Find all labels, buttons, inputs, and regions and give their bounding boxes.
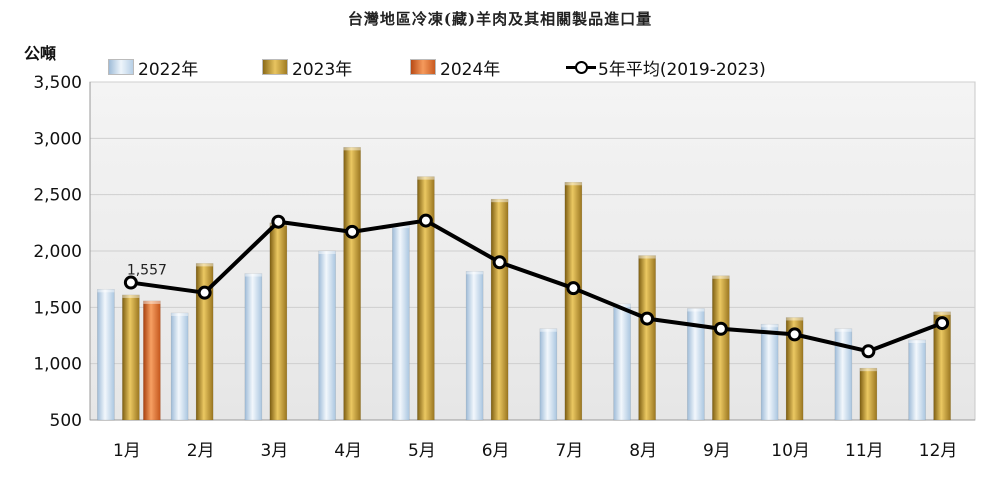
y-tick-label: 3,500 [33,73,82,93]
bar-top-highlight [638,255,656,259]
bar-2023年 [417,176,435,421]
y-axis-unit: 公噸 [24,44,57,63]
bar-top-highlight [392,225,410,229]
legend-item-avg: 5年平均(2019-2023) [566,54,766,80]
legend-item-2024: 2024年 [410,54,500,80]
x-tick-label: 12月 [919,441,958,461]
bar-2024年 [143,300,161,421]
bar-top-highlight [97,289,115,293]
legend-swatch-avg [566,59,596,75]
avg-point [787,327,802,342]
bar-top-highlight [786,317,804,321]
legend-item-2023: 2023年 [262,54,352,80]
avg-point [713,321,728,336]
avg-point [345,224,360,239]
y-tick-label: 500 [50,411,82,431]
bar-top-highlight [539,328,557,332]
bar-2022年 [539,328,558,421]
bar-top-highlight [196,263,214,267]
bar-2023年 [785,317,804,421]
y-tick-label: 1,500 [33,298,82,318]
avg-point [861,344,876,359]
avg-point [197,285,212,300]
x-tick-label: 7月 [555,441,583,461]
bar-2023年 [564,181,583,421]
bar-2022年 [244,273,263,421]
bar-top-highlight [613,303,631,307]
x-tick-label: 11月 [845,441,884,461]
bar-2023年 [933,311,951,421]
bar-2022年 [392,224,410,421]
bar-2022年 [834,328,853,421]
x-tick-label: 2月 [187,441,215,461]
bar-2022年 [613,303,631,421]
bar-2023年 [343,147,361,421]
bar-top-highlight [687,308,705,312]
avg-point [123,275,138,290]
y-tick-label: 2,500 [33,186,82,206]
avg-point [271,214,286,229]
bar-top-highlight [933,311,951,315]
x-tick-label: 8月 [629,441,657,461]
bar-top-highlight [171,312,189,316]
bar-2023年 [490,198,509,421]
bar-top-highlight [343,147,361,151]
y-tick-label: 3,000 [33,129,82,149]
bar-2022年 [318,250,336,421]
bar-2023年 [638,255,656,421]
bar-top-highlight [244,273,262,277]
legend-label-2022: 2022年 [138,59,199,80]
x-tick-label: 10月 [771,441,810,461]
bar-top-highlight [834,328,852,332]
bar-2023年 [712,275,730,421]
legend: 2022年 2023年 2024年 5年平均(2019-2023) [0,54,1000,80]
avg-point [492,255,507,270]
avg-point [566,281,581,296]
bar-top-highlight [466,271,484,275]
bar-top-highlight [417,176,435,180]
bar-top-highlight [712,275,730,279]
legend-item-2022: 2022年 [108,54,198,80]
y-tick-label: 2,000 [33,242,82,262]
bar-2022年 [97,289,115,421]
x-tick-label: 5月 [408,441,436,461]
bar-2022年 [760,323,779,421]
bar-top-highlight [491,199,509,203]
bar-top-highlight [908,340,926,344]
legend-label-2023: 2023年 [292,59,353,80]
x-tick-label: 1月 [113,441,141,461]
data-label-2024-jan: 1,557 [127,263,167,279]
chart-title: 台灣地區冷凍(藏)羊肉及其相關製品進口量 [347,10,653,28]
avg-point [935,316,950,331]
avg-point [418,213,433,228]
bar-2023年 [195,263,214,421]
bar-2022年 [465,270,484,421]
x-tick-label: 6月 [482,441,510,461]
x-tick-label: 9月 [703,441,731,461]
legend-label-2024: 2024年 [440,59,501,80]
bar-2022年 [687,308,705,421]
x-tick-label: 3月 [260,441,288,461]
bar-top-highlight [122,294,140,298]
avg-point [640,311,655,326]
bar-top-highlight [318,251,336,254]
bar-2023年 [859,367,878,421]
bar-2022年 [908,339,926,421]
bar-2023年 [269,222,288,421]
bar-2023年 [122,294,140,421]
legend-label-avg: 5年平均(2019-2023) [598,59,766,80]
bar-top-highlight [143,300,161,304]
bar-top-highlight [859,368,877,372]
avg-line [130,218,943,354]
legend-swatch-2022 [108,59,134,75]
x-tick-label: 4月 [334,441,362,461]
bar-top-highlight [761,324,779,328]
legend-swatch-2024 [410,59,436,75]
y-tick-label: 1,000 [33,355,82,375]
bar-2022年 [170,312,189,421]
legend-swatch-2023 [262,59,288,75]
bar-top-highlight [564,182,582,186]
